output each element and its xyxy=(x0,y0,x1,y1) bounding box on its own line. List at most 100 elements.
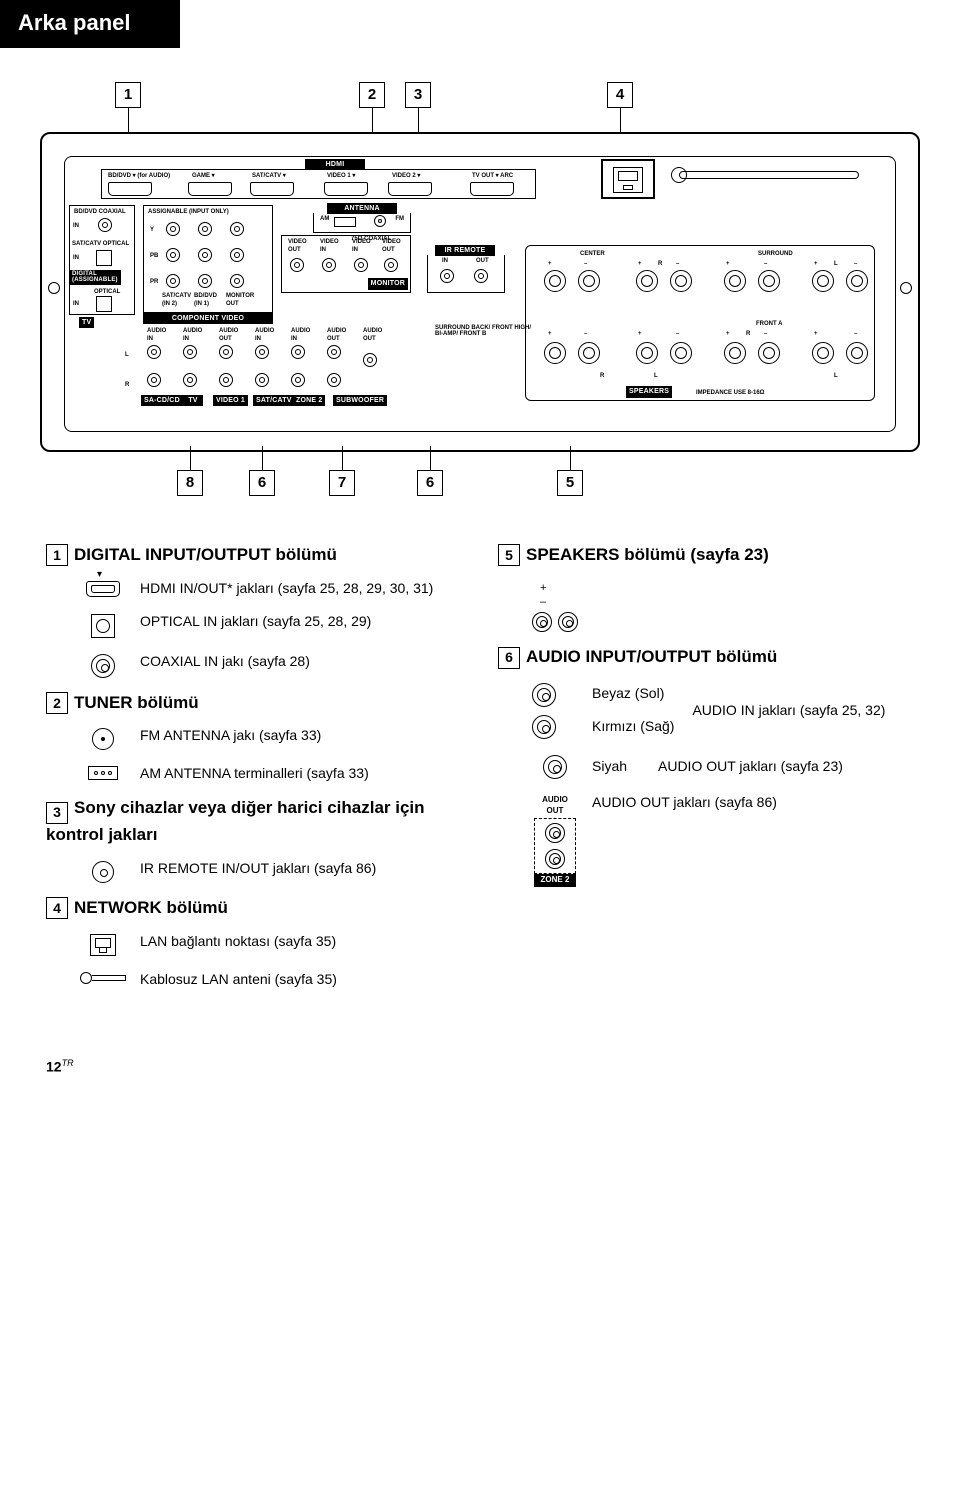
right-column: 5 SPEAKERS bölümü (sayfa 23) + – 6 AUDIO… xyxy=(498,538,914,1003)
item-text: IR REMOTE IN/OUT jakları (sayfa 86) xyxy=(140,859,462,878)
item-audioout: Siyah AUDIO OUT jakları (sayfa 23) xyxy=(532,753,914,779)
lan-frame xyxy=(601,159,655,199)
item-text: FM ANTENNA jakı (sayfa 33) xyxy=(140,726,462,745)
callout-8: 8 xyxy=(177,470,203,496)
lbl: AUDIO IN xyxy=(291,327,310,343)
zone2-icon: AUDIO OUT ZONE 2 xyxy=(534,795,576,886)
lbl: L xyxy=(654,372,658,380)
component-block: ASSIGNABLE (INPUT ONLY) Y PB PR SAT/CATV… xyxy=(143,205,273,313)
lbl: R xyxy=(600,372,604,380)
rca-icon xyxy=(91,654,115,678)
lbl: AUDIO IN xyxy=(255,327,274,343)
section-2: 2 TUNER bölümü xyxy=(46,692,462,715)
item-text: COAXIAL IN jakı (sayfa 28) xyxy=(140,652,462,671)
lbl: VIDEO IN xyxy=(320,238,339,254)
lbl: L xyxy=(125,351,129,359)
rca-plain-icon xyxy=(92,861,114,883)
lbl: AUDIO OUT xyxy=(363,327,382,343)
lbl: ZONE 2 xyxy=(293,395,325,406)
section-5-title: SPEAKERS bölümü (sayfa 23) xyxy=(526,544,769,567)
label-white: Beyaz (Sol) xyxy=(592,684,674,703)
speakers-block: CENTER SURROUND +– +R– +– +L– FRONT A xyxy=(525,245,875,401)
page-number: 12 xyxy=(46,1058,62,1074)
lbl: AM xyxy=(320,215,329,223)
ir-block: IN OUT xyxy=(427,255,505,293)
lbl: AUDIO IN xyxy=(183,327,202,343)
am-icon xyxy=(88,766,118,780)
callout-4: 4 xyxy=(607,82,633,108)
callout-5: 5 xyxy=(557,470,583,496)
lbl: R xyxy=(125,381,129,389)
lbl: SA-CD/CD xyxy=(141,395,183,406)
lbl: SAT/CATV (IN 2) xyxy=(162,292,191,308)
hdmi-icon xyxy=(86,581,120,597)
optical-icon xyxy=(91,614,115,638)
page-title: Arka panel xyxy=(0,0,180,48)
hdmi-strip: BD/DVD ▾ (for AUDIO) GAME ▾ SAT/CATV ▾ V… xyxy=(101,169,536,199)
lbl: AUDIO IN xyxy=(147,327,166,343)
item-speakers: + – xyxy=(532,579,914,633)
callout-7: 7 xyxy=(329,470,355,496)
num-2: 2 xyxy=(46,692,68,714)
lbl: ASSIGNABLE (INPUT ONLY) xyxy=(148,208,229,216)
section-6: 6 AUDIO INPUT/OUTPUT bölümü xyxy=(498,646,914,669)
item-wifi: Kablosuz LAN anteni (sayfa 35) xyxy=(80,970,462,989)
hdmi-port-label: TV OUT ▾ ARC xyxy=(472,172,513,180)
lbl: AUDIO OUT xyxy=(219,327,238,343)
item-ir: IR REMOTE IN/OUT jakları (sayfa 86) xyxy=(80,859,462,883)
label-red: Kırmızı (Sağ) xyxy=(592,717,674,736)
num-3: 3 xyxy=(46,802,68,824)
lbl: COMPONENT VIDEO xyxy=(143,313,273,324)
item-lan: LAN bağlantı noktası (sayfa 35) xyxy=(80,932,462,956)
item-text: AUDIO OUT jakları (sayfa 86) xyxy=(592,793,914,812)
lbl: MONITOR OUT xyxy=(226,292,254,308)
lbl: SAT/CATV xyxy=(253,395,295,406)
lbl: IMPEDANCE USE 8-16Ω xyxy=(696,389,765,397)
lbl: IN xyxy=(73,222,79,230)
item-fm: FM ANTENNA jakı (sayfa 33) xyxy=(80,726,462,750)
callouts-bottom: 8 6 7 6 5 xyxy=(40,452,920,502)
lbl: IN xyxy=(73,254,79,262)
num-6: 6 xyxy=(498,647,520,669)
speaker-pair-icon: + – xyxy=(532,581,578,633)
rca-red-icon xyxy=(532,715,556,739)
section-3-title: Sony cihazlar veya diğer harici cihazlar… xyxy=(46,798,425,843)
lbl: TV xyxy=(183,395,203,406)
lbl: OUT xyxy=(476,257,489,265)
item-text: HDMI IN/OUT* jakları (sayfa 25, 28, 29, … xyxy=(140,579,462,598)
item-am: AM ANTENNA terminalleri (sayfa 33) xyxy=(80,764,462,783)
section-2-title: TUNER bölümü xyxy=(74,692,199,715)
callout-3: 3 xyxy=(405,82,431,108)
hdmi-port-label: BD/DVD ▾ (for AUDIO) xyxy=(108,172,170,180)
lbl: 75Ω COAXIAL xyxy=(351,235,391,243)
panel-outline: HDMI BD/DVD ▾ (for AUDIO) GAME ▾ SAT/CAT… xyxy=(40,132,920,452)
section-6-title: AUDIO INPUT/OUTPUT bölümü xyxy=(526,646,777,669)
lbl: FM xyxy=(395,215,404,223)
wifi-icon xyxy=(80,972,126,984)
item-text: OPTICAL IN jakları (sayfa 25, 28, 29) xyxy=(140,612,462,631)
item-zone2: AUDIO OUT ZONE 2 AUDIO OUT jakları (sayf… xyxy=(532,793,914,886)
lbl: SURROUND BACK/ FRONT HIGH/ BI-AMP/ FRONT… xyxy=(435,325,531,338)
digital-block: BD/DVD COAXIAL IN SAT/CATV OPTICAL IN DI… xyxy=(69,205,135,315)
lbl: AUDIO OUT xyxy=(327,327,346,343)
lbl: VIDEO 1 xyxy=(213,395,248,406)
callouts-top: 1 2 3 4 xyxy=(40,82,920,132)
lbl: IN xyxy=(73,300,79,308)
item-text: AUDIO OUT jakları (sayfa 23) xyxy=(658,757,914,776)
num-1: 1 xyxy=(46,544,68,566)
callout-2: 2 xyxy=(359,82,385,108)
lbl: SUBWOOFER xyxy=(333,395,387,406)
rca-white-icon xyxy=(532,683,556,707)
lan-icon xyxy=(90,934,116,956)
zone2-label: ZONE 2 xyxy=(534,874,576,887)
rear-panel-diagram: 1 2 3 4 HDMI BD/DVD ▾ (for AUDIO) GAME ▾… xyxy=(40,82,920,502)
antenna-rod xyxy=(679,171,859,179)
lbl: PR xyxy=(150,278,158,286)
callout-1: 1 xyxy=(115,82,141,108)
zone2-top: AUDIO OUT xyxy=(534,795,576,817)
section-4: 4 NETWORK bölümü xyxy=(46,897,462,920)
item-text: LAN bağlantı noktası (sayfa 35) xyxy=(140,932,462,951)
num-4: 4 xyxy=(46,897,68,919)
item-text: AUDIO IN jakları (sayfa 25, 32) xyxy=(692,701,885,720)
coax-icon xyxy=(92,728,114,750)
